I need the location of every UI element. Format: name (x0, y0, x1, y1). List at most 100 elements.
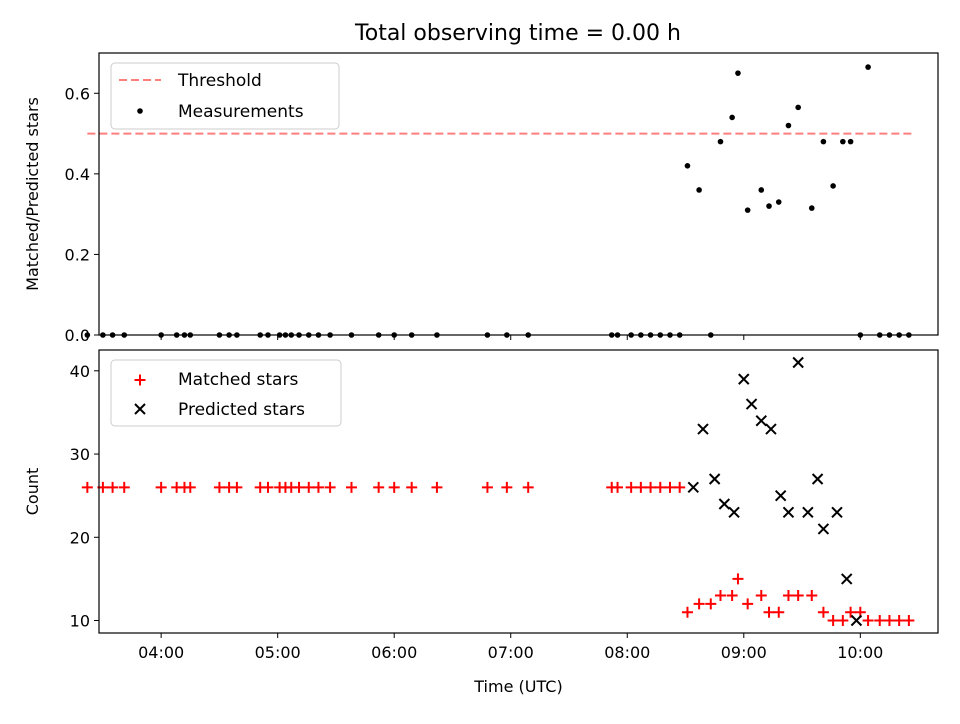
matched-star-point (705, 598, 717, 610)
measurement-point (696, 187, 702, 193)
predicted-star-point (728, 506, 740, 519)
predicted-star-point (811, 473, 824, 485)
matched-star-point (406, 481, 418, 493)
plot-frame (98, 52, 939, 336)
y-axis-label: Matched/Predicted stars (23, 97, 42, 291)
y-tick-label: 0.4 (65, 165, 90, 184)
predicted-star-point (841, 573, 853, 585)
x-tick-label: 06:00 (371, 643, 417, 662)
x-tick-label: 08:00 (604, 643, 650, 662)
matched-star-point (612, 481, 624, 493)
legend-matched-swatch (134, 374, 146, 386)
x-tick-label: 07:00 (488, 643, 534, 662)
matched-star-point (184, 481, 196, 493)
matched-star-point (862, 615, 874, 627)
x-tick-label: 10:00 (837, 643, 883, 662)
predicted-star-point (802, 506, 814, 519)
matched-star-point (501, 481, 513, 493)
predicted-star-point (755, 415, 767, 427)
legend-measurement-label: Measurements (178, 102, 304, 122)
measurement-point (775, 199, 782, 205)
matched-star-point (817, 606, 829, 618)
matched-star-point (645, 481, 657, 493)
matched-star-point (213, 481, 225, 493)
predicted-star-point (738, 373, 750, 385)
predicted-star-point (850, 614, 863, 627)
matched-star-point (681, 606, 693, 618)
predicted-star-point (697, 423, 709, 435)
legend-predicted-swatch (134, 403, 146, 415)
measurement-point (729, 114, 735, 121)
matched-star-point (837, 615, 849, 627)
predicted-star-point (831, 506, 843, 519)
matched-star-point (726, 590, 738, 602)
measurement-point (84, 332, 91, 338)
x-tick-label: 09:00 (721, 643, 767, 662)
matched-star-point (664, 481, 676, 493)
matched-star-point (773, 606, 785, 618)
x-tick-label: 05:00 (255, 643, 301, 662)
legend: Threshold Measurements (110, 62, 340, 130)
legend: Matched stars Predicted stars (110, 359, 342, 427)
legend-box (110, 62, 340, 130)
matched-star-point (107, 481, 119, 493)
matched-star-point (903, 615, 915, 627)
matched-star-point (522, 481, 534, 493)
matched-star-point (874, 615, 886, 627)
predicted-star-point (792, 356, 804, 369)
matched-star-point (806, 590, 818, 602)
y-tick-label: 30 (70, 445, 90, 464)
predicted-star-point (718, 498, 731, 510)
predicted-star-point (765, 423, 777, 435)
matched-star-point (481, 481, 493, 493)
y-tick-label: 0.6 (65, 84, 90, 103)
matched-star-point (431, 481, 443, 493)
plot-frame (98, 349, 939, 634)
x-tick-label: 04:00 (138, 643, 184, 662)
y-tick-label: 40 (70, 362, 90, 381)
measurement-point (766, 203, 772, 209)
matched-star-point (782, 590, 794, 602)
y-tick-label: 10 (70, 612, 90, 631)
x-axis-label: Time (UTC) (473, 677, 562, 696)
matched-star-point (827, 615, 839, 627)
matched-star-point (231, 481, 243, 493)
measurement-point (744, 207, 751, 213)
matched-star-point (792, 590, 804, 602)
predicted-star-point (817, 523, 830, 535)
matched-star-point (674, 481, 686, 493)
legend-box (110, 359, 342, 427)
matched-star-point (732, 573, 744, 585)
measurement-point (840, 138, 846, 145)
matched-star-point (763, 606, 775, 618)
predicted-star-point (782, 506, 795, 519)
predicted-star-point (745, 398, 758, 410)
panel-1: 0.0 0.2 0.4 0.6 Matched/Predicted stars Thres… (23, 52, 939, 345)
legend-threshold-label: Threshold (177, 71, 262, 91)
predicted-star-point (774, 489, 787, 502)
measurement-point (758, 187, 765, 193)
matched-star-point (883, 615, 895, 627)
matched-star-point (714, 590, 726, 602)
matched-star-point (654, 481, 666, 493)
legend-matched-label: Matched stars (178, 370, 298, 390)
matched-star-point (625, 481, 637, 493)
matched-star-point (742, 598, 754, 610)
measurement-point (785, 122, 792, 129)
panel-2: 10 20 30 40 04:00 05:00 06:00 07:00 08:00 09:00 10… (23, 349, 939, 696)
measurement-point (865, 64, 871, 70)
y-axis-label: Count (23, 468, 42, 516)
chart-title: Total observing time = 0.00 h (354, 21, 681, 46)
matched-star-point (303, 481, 315, 493)
predicted-star-point (708, 473, 721, 485)
matched-star-point (324, 481, 336, 493)
measurement-point (684, 163, 691, 169)
y-tick-label: 0.2 (65, 245, 90, 264)
matched-star-point (635, 481, 647, 493)
measurement-point (735, 70, 741, 76)
predicted-star-point (687, 481, 699, 494)
measurement-point (847, 138, 854, 145)
matched-star-point (845, 606, 857, 618)
legend-measurement-swatch (137, 108, 143, 114)
